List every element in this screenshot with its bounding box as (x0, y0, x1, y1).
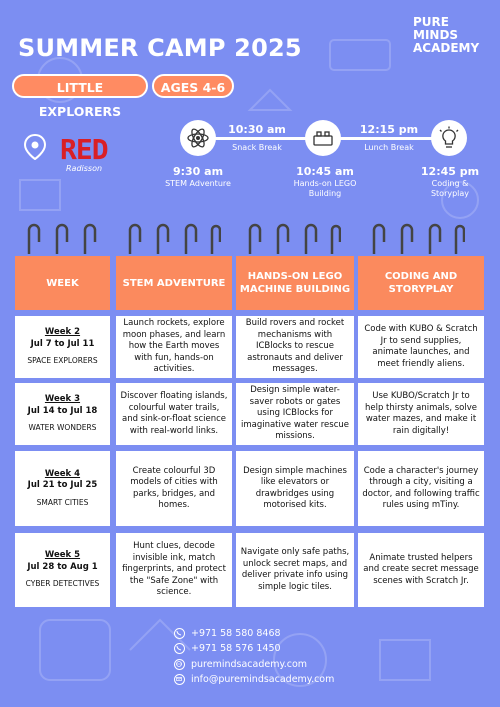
column-header-lego: HANDS-ON LEGO MACHINE BUILDING (236, 254, 354, 310)
logo-line1: PURE (413, 15, 449, 29)
contact-website[interactable]: puremindsacademy.com (174, 659, 307, 670)
coding-cell: Code a character's journey through a cit… (358, 451, 484, 526)
phone-icon (174, 643, 185, 654)
week-number: Week 3 (44, 394, 81, 405)
academy-logo: PURE MINDS ACADEMY (413, 16, 500, 55)
week-dates: Jul 21 to Jul 25 (27, 480, 98, 491)
binder-rings (248, 223, 341, 256)
mail-icon (174, 674, 185, 685)
column-header-coding: CODING AND STORYPLAY (358, 254, 484, 310)
week-theme: SMART CITIES (36, 497, 89, 507)
stem-cell: Discover floating islands, colourful wat… (116, 383, 232, 445)
column-header-stem: STEM ADVENTURE (116, 254, 232, 310)
week-number: Week 4 (44, 468, 81, 479)
binder-rings (128, 223, 221, 256)
lego-cell: Design simple machines like elevators or… (236, 451, 354, 526)
timeline-time-lunch: 12:15 pm (359, 123, 419, 136)
venue-brand: RED (60, 133, 109, 166)
timeline-node-coding (431, 120, 467, 156)
week-theme: WATER WONDERS (28, 423, 97, 433)
week-number: Week 2 (44, 327, 81, 338)
stem-cell: Launch rockets, explore moon phases, and… (116, 316, 232, 378)
lego-brick-icon (313, 131, 333, 146)
coding-cell: Code with KUBO & Scratch Jr to send supp… (358, 316, 484, 378)
contact-email[interactable]: info@puremindsacademy.com (174, 674, 334, 685)
week-cell: Week 3 Jul 14 to Jul 18 WATER WONDERS (15, 383, 110, 445)
coding-cell: Animate trusted helpers and create secre… (358, 533, 484, 607)
website-link: puremindsacademy.com (191, 659, 308, 670)
week-dates: Jul 28 to Aug 1 (27, 561, 98, 572)
week-number: Week 5 (44, 550, 81, 561)
location-pin-icon (24, 134, 46, 160)
timeline-node-stem (180, 120, 216, 156)
timeline-label-coding: Coding & Storyplay (430, 179, 470, 198)
email-link: info@puremindsacademy.com (191, 674, 335, 685)
week-cell: Week 4 Jul 21 to Jul 25 SMART CITIES (15, 451, 110, 526)
timeline-time-coding: 12:45 pm (420, 165, 480, 178)
column-header-week: WEEK (15, 254, 110, 310)
stem-cell: Hunt clues, decode invisible ink, match … (116, 533, 232, 607)
timeline-label-stem: STEM Adventure (165, 179, 231, 188)
week-cell: Week 2 Jul 7 to Jul 11 SPACE EXPLORERS (15, 316, 110, 378)
timeline-time-lego: 10:45 am (296, 165, 354, 178)
lego-cell: Design simple water-saver robots or gate… (236, 383, 354, 445)
page-title: SUMMER CAMP 2025 (18, 34, 302, 62)
binder-rings (27, 223, 97, 256)
lightbulb-icon (439, 126, 459, 148)
stem-cell: Create colourful 3D models of cities wit… (116, 451, 232, 526)
phone-icon (174, 628, 185, 639)
contact-phone-2[interactable]: +971 58 576 1450 (174, 643, 281, 654)
lego-cell: Build rovers and rocket mechanisms with … (236, 316, 354, 378)
phone-number: +971 58 576 1450 (191, 643, 281, 654)
timeline-label-lego: Hands-on LEGO Building (293, 179, 357, 198)
timeline-time-stem: 9:30 am (172, 165, 224, 178)
timeline-time-snack: 10:30 am (228, 123, 286, 136)
logo-line2: MINDS ACADEMY (413, 28, 480, 55)
binder-rings (372, 223, 465, 256)
contact-phone-1[interactable]: +971 58 580 8468 (174, 628, 281, 639)
venue-sub: Radisson (66, 164, 103, 173)
timeline-label-lunch: Lunch Break (364, 143, 414, 152)
week-theme: CYBER DETECTIVES (25, 579, 100, 589)
week-dates: Jul 7 to Jul 11 (30, 338, 95, 349)
lego-cell: Navigate only safe paths, unlock secret … (236, 533, 354, 607)
timeline-label-snack: Snack Break (232, 143, 282, 152)
timeline-node-lego (305, 120, 341, 156)
week-cell: Week 5 Jul 28 to Aug 1 CYBER DETECTIVES (15, 533, 110, 607)
phone-number: +971 58 580 8468 (191, 628, 281, 639)
globe-icon (174, 659, 185, 670)
ages-tag: AGES 4-6 (152, 74, 234, 98)
week-dates: Jul 14 to Jul 18 (27, 405, 98, 416)
coding-cell: Use KUBO/Scratch Jr to help thirsty anim… (358, 383, 484, 445)
group-tag: LITTLE EXPLORERS (12, 74, 148, 119)
atom-icon (187, 128, 209, 148)
week-theme: SPACE EXPLORERS (27, 356, 98, 366)
